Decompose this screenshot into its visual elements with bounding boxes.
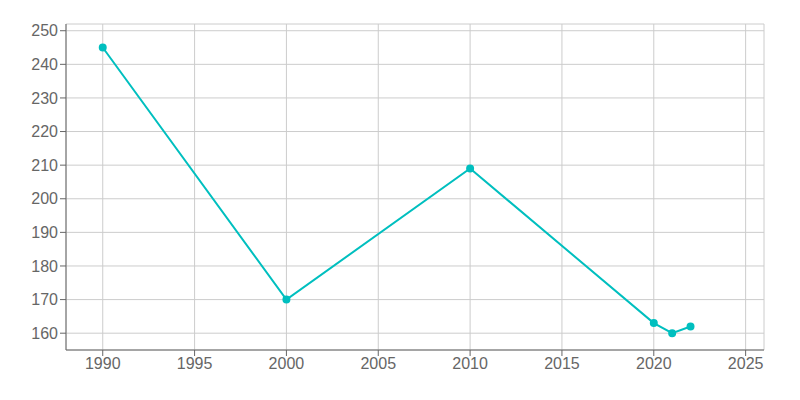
svg-text:180: 180 bbox=[31, 258, 58, 275]
svg-text:2015: 2015 bbox=[544, 355, 580, 372]
svg-text:210: 210 bbox=[31, 157, 58, 174]
svg-text:2020: 2020 bbox=[636, 355, 672, 372]
svg-text:2025: 2025 bbox=[728, 355, 764, 372]
svg-text:170: 170 bbox=[31, 291, 58, 308]
svg-text:1995: 1995 bbox=[177, 355, 213, 372]
svg-text:2000: 2000 bbox=[269, 355, 305, 372]
svg-text:240: 240 bbox=[31, 56, 58, 73]
svg-text:230: 230 bbox=[31, 90, 58, 107]
svg-text:1990: 1990 bbox=[85, 355, 121, 372]
svg-text:2010: 2010 bbox=[452, 355, 488, 372]
svg-text:220: 220 bbox=[31, 123, 58, 140]
svg-text:190: 190 bbox=[31, 224, 58, 241]
svg-text:250: 250 bbox=[31, 22, 58, 39]
svg-text:160: 160 bbox=[31, 325, 58, 342]
svg-text:2005: 2005 bbox=[360, 355, 396, 372]
svg-text:200: 200 bbox=[31, 190, 58, 207]
